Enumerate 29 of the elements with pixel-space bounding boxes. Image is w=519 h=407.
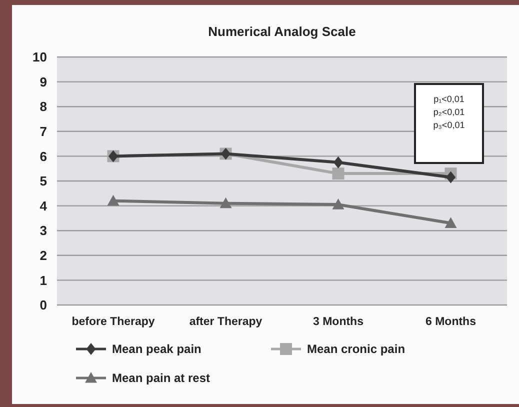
y-tick-label: 2	[40, 248, 47, 263]
y-tick-label: 7	[40, 124, 47, 139]
annotation: p₂<0,01	[433, 107, 465, 117]
x-tick-label: before Therapy	[72, 316, 156, 328]
point	[444, 217, 457, 228]
point	[107, 194, 120, 206]
legend-label: Mean cronic pain	[307, 342, 406, 356]
point	[446, 171, 456, 184]
y-tick-label: 10	[32, 50, 47, 65]
x-tick-label: after Therapy	[189, 316, 263, 328]
y-tick-label: 9	[40, 74, 47, 90]
annotation: p₃<0,01	[433, 120, 465, 130]
point	[332, 198, 344, 210]
legend-label: Mean pain at rest	[112, 371, 210, 386]
point	[333, 156, 344, 168]
y-tick-label: 8	[40, 99, 47, 114]
point	[332, 168, 344, 180]
point	[220, 197, 232, 208]
legend-label: Mean peak pain	[112, 342, 202, 356]
y-tick-label: 3	[40, 223, 47, 238]
y-tick-label: 6	[40, 148, 47, 164]
y-tick-label: 1	[40, 272, 47, 288]
y-tick-label: 0	[40, 298, 47, 313]
x-tick-label: 6 Months	[426, 316, 476, 328]
x-tick-label: 3 Months	[313, 316, 364, 328]
y-tick-label: 5	[40, 174, 47, 189]
chart-title: Numerical Analog Scale	[208, 24, 356, 39]
y-tick-label: 4	[40, 198, 48, 214]
annotation: p₁<0,01	[434, 94, 464, 104]
